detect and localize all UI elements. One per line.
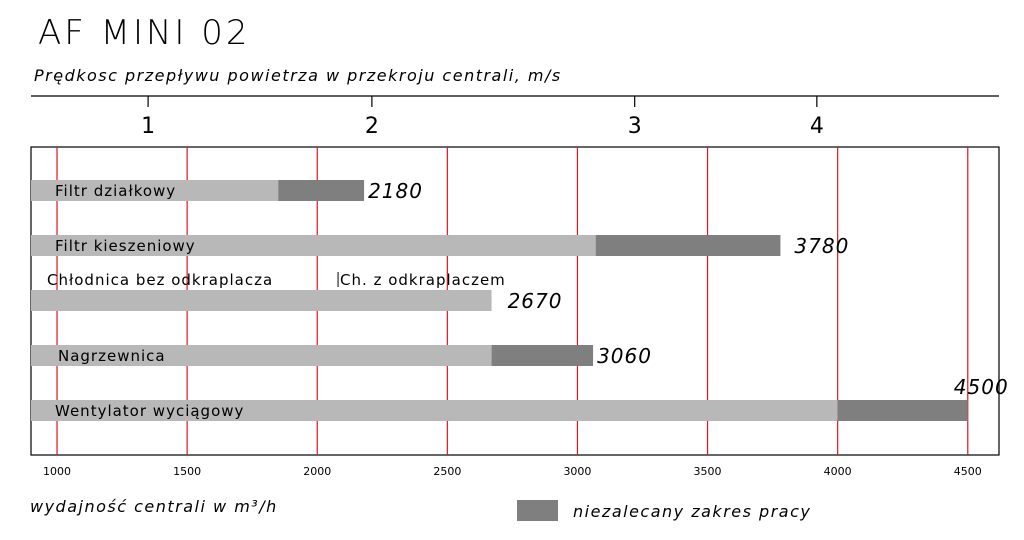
airflow-tick-label: 3500 bbox=[694, 465, 722, 478]
bar-recommended bbox=[31, 345, 492, 366]
airflow-axis: 1000 1500 2000 2500 3000 3500 4000 4500 bbox=[43, 465, 982, 478]
airflow-tick-label: 4000 bbox=[824, 465, 852, 478]
airflow-tick-label: 3000 bbox=[563, 465, 591, 478]
airflow-tick-label: 2500 bbox=[433, 465, 461, 478]
airflow-tick-label: 2000 bbox=[303, 465, 331, 478]
x-axis-label: wydajność centrali w m³/h bbox=[30, 497, 278, 516]
airflow-tick-label: 1000 bbox=[43, 465, 71, 478]
bar-recommended bbox=[31, 290, 492, 311]
velocity-tick-label: 4 bbox=[810, 114, 824, 139]
bar-not-recommended bbox=[491, 345, 594, 366]
bar-value-label: 2670 bbox=[508, 289, 563, 313]
velocity-tick-label: 3 bbox=[628, 114, 642, 139]
velocity-axis: 1 2 3 4 bbox=[31, 95, 999, 139]
chart-title: AF MINI 02 bbox=[38, 13, 251, 53]
bar-label: Chłodnica bez odkraplacza bbox=[47, 271, 273, 289]
bar-not-recommended bbox=[837, 400, 968, 421]
chart-subtitle: Prędkosc przepływu powietrza w przekroju… bbox=[34, 66, 562, 85]
bar-label: Nagrzewnica bbox=[58, 347, 166, 365]
bar-value-label: 2180 bbox=[368, 179, 423, 203]
bar-label: Filtr działkowy bbox=[55, 182, 176, 200]
bar-recommended bbox=[31, 400, 838, 421]
airflow-tick-label: 4500 bbox=[954, 465, 982, 478]
bar-label: Wentylator wyciągowy bbox=[55, 402, 244, 420]
bar-not-recommended bbox=[278, 180, 365, 201]
bars-group: Filtr działkowy 2180 Filtr kieszeniowy 3780… bbox=[31, 179, 1009, 421]
airflow-tick-label: 1500 bbox=[173, 465, 201, 478]
bar-not-recommended bbox=[595, 235, 781, 256]
bar-label: Filtr kieszeniowy bbox=[55, 237, 196, 255]
legend-swatch bbox=[517, 500, 558, 521]
bar-value-label: 4500 bbox=[954, 375, 1009, 399]
bar-value-label: 3060 bbox=[597, 344, 652, 368]
bar-recommended bbox=[31, 235, 596, 256]
bar-recommended bbox=[31, 180, 279, 201]
velocity-tick-label: 1 bbox=[141, 114, 155, 139]
legend-label: niezalecany zakres pracy bbox=[573, 502, 811, 521]
bar-marker-label: Ch. z odkraplaczem bbox=[340, 271, 506, 289]
velocity-tick-label: 2 bbox=[365, 114, 379, 139]
bar-value-label: 3780 bbox=[794, 234, 849, 258]
